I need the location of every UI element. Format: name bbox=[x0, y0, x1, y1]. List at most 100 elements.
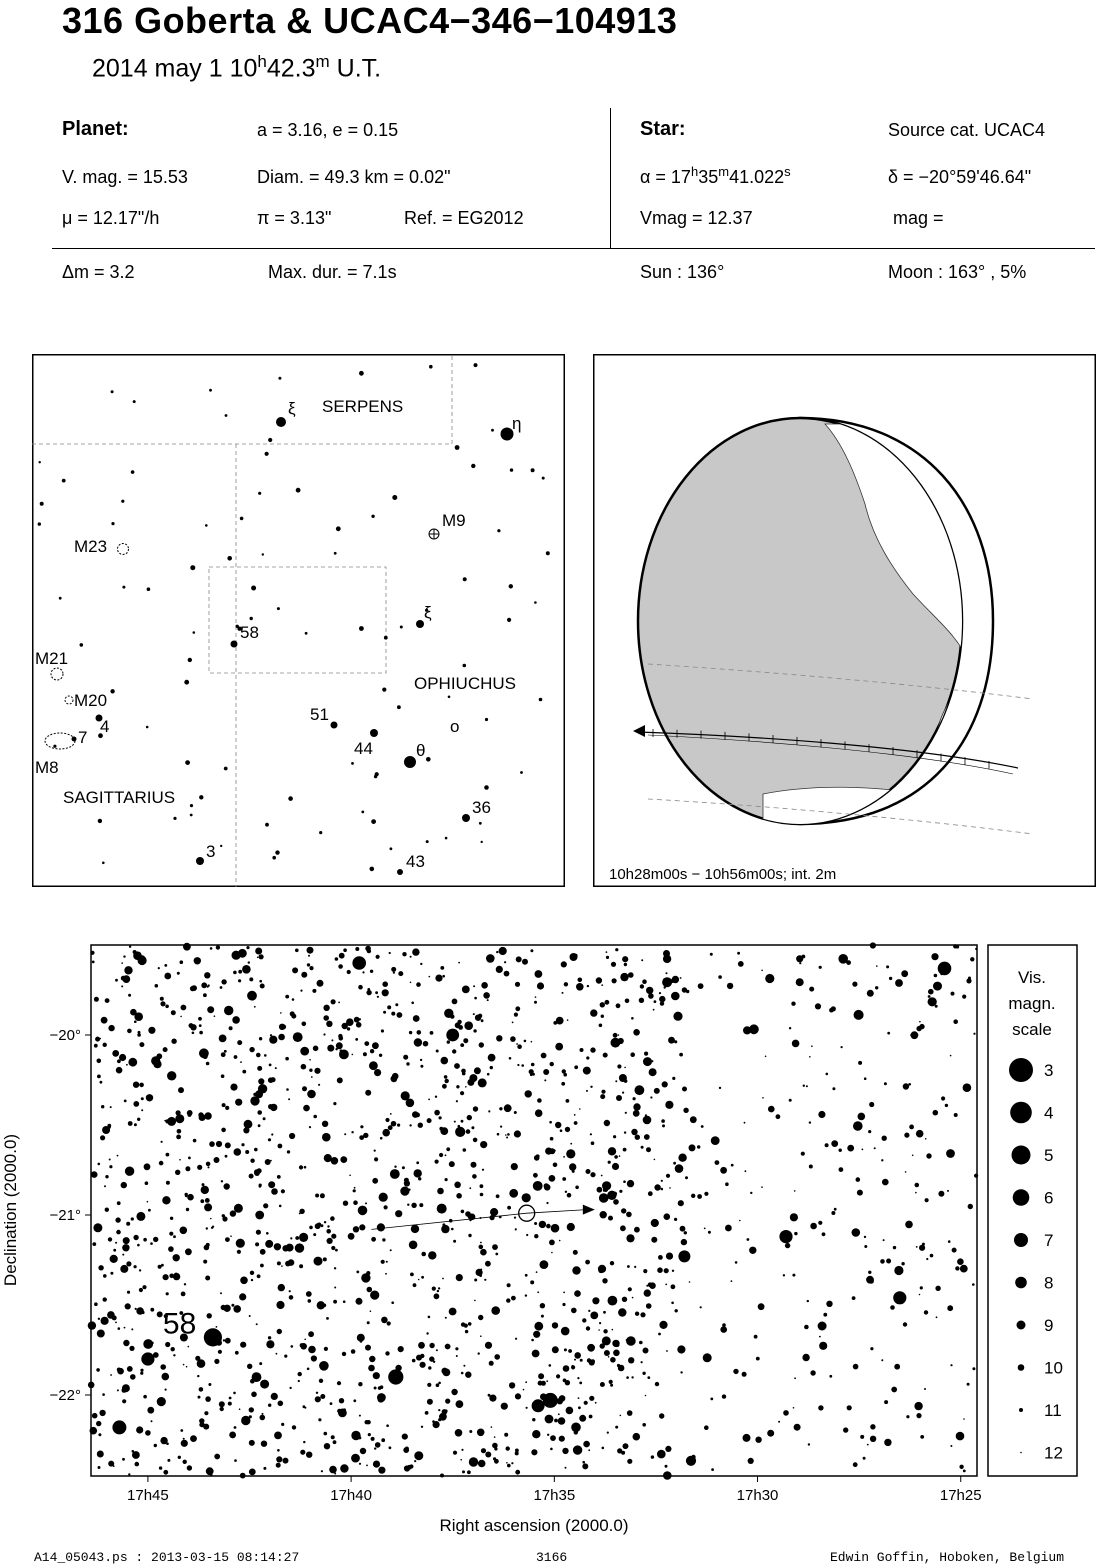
chart-star bbox=[353, 1016, 360, 1023]
chart-star bbox=[928, 988, 934, 995]
chart-star bbox=[343, 948, 347, 952]
chart-star bbox=[707, 1230, 711, 1234]
chart-star bbox=[323, 1015, 330, 1021]
chart-star bbox=[623, 1131, 627, 1134]
chart-star bbox=[123, 1339, 130, 1347]
footer-file: A14_05043.ps : 2013-03-15 08:14:27 bbox=[34, 1550, 300, 1565]
chart-star bbox=[351, 1430, 361, 1441]
chart-star bbox=[642, 979, 647, 984]
star-mag: mag = bbox=[893, 208, 944, 228]
max-duration: Max. dur. = 7.1s bbox=[268, 262, 397, 282]
chart-star bbox=[665, 1173, 671, 1178]
chart-star bbox=[113, 1248, 117, 1252]
chart-star bbox=[663, 1213, 671, 1220]
finder-field-star bbox=[58, 596, 62, 600]
chart-star bbox=[366, 1321, 370, 1325]
chart-star bbox=[224, 1142, 231, 1149]
chart-star bbox=[338, 1033, 343, 1039]
chart-star bbox=[817, 1321, 827, 1331]
chart-star bbox=[470, 1161, 477, 1168]
legend-magnitude: 11 bbox=[1044, 1401, 1062, 1420]
chart-star bbox=[590, 1009, 598, 1017]
chart-star bbox=[454, 1063, 460, 1069]
chart-star bbox=[341, 1351, 347, 1357]
chart-star bbox=[197, 1374, 200, 1378]
chart-star bbox=[910, 1031, 919, 1040]
chart-star bbox=[538, 1373, 545, 1380]
chart-star bbox=[710, 1397, 714, 1401]
chart-star bbox=[240, 1276, 248, 1285]
chart-star bbox=[199, 1423, 203, 1427]
star-chart: 58 17h45 17h40 17h35 17h30 17h25−20°−21°−22°… bbox=[1, 942, 1078, 1535]
chart-star bbox=[403, 1180, 410, 1187]
chart-star bbox=[851, 1228, 861, 1237]
chart-star bbox=[601, 1343, 603, 1346]
chart-star bbox=[115, 978, 118, 982]
y-tick-label: −21° bbox=[50, 1207, 81, 1224]
chart-star bbox=[463, 1364, 466, 1367]
chart-star bbox=[255, 1052, 261, 1058]
chart-star bbox=[400, 1091, 410, 1101]
chart-star bbox=[504, 961, 507, 964]
chart-star bbox=[915, 1191, 917, 1194]
chart-star bbox=[200, 1199, 205, 1204]
chart-star bbox=[933, 981, 942, 991]
chart-star bbox=[465, 1371, 472, 1378]
chart-star bbox=[100, 1016, 108, 1024]
chart-star bbox=[356, 1270, 360, 1274]
finder-field-star bbox=[187, 657, 192, 663]
chart-star bbox=[133, 1265, 137, 1269]
finder-field-star bbox=[399, 625, 403, 629]
chart-star bbox=[659, 1001, 665, 1006]
chart-star bbox=[442, 1083, 447, 1089]
chart-star bbox=[241, 1143, 245, 1147]
chart-star bbox=[515, 1448, 519, 1453]
chart-star bbox=[876, 965, 878, 967]
chart-star bbox=[440, 1473, 444, 1478]
chart-star bbox=[377, 1393, 386, 1402]
chart-star bbox=[833, 1207, 837, 1211]
finder-field-star bbox=[359, 370, 364, 376]
chart-star bbox=[278, 1033, 285, 1041]
chart-star bbox=[370, 1290, 380, 1300]
globe-panel: 10h28m00s − 10h56m00s; int. 2m bbox=[593, 354, 1096, 887]
chart-star bbox=[99, 1080, 103, 1084]
chart-star bbox=[333, 1299, 337, 1304]
chart-star bbox=[775, 1114, 781, 1120]
chart-star bbox=[962, 994, 967, 999]
chart-star bbox=[505, 1446, 510, 1451]
chart-star bbox=[589, 1133, 593, 1136]
chart-star bbox=[609, 1261, 615, 1266]
chart-star bbox=[718, 975, 722, 979]
chart-star bbox=[385, 1351, 390, 1356]
chart-star bbox=[182, 1437, 185, 1440]
chart-star bbox=[906, 1415, 910, 1419]
chart-star bbox=[206, 1313, 212, 1319]
chart-star bbox=[334, 957, 339, 961]
chart-star bbox=[572, 1445, 583, 1455]
chart-star bbox=[534, 996, 537, 998]
chart-star bbox=[232, 1016, 240, 1024]
chart-star bbox=[395, 1210, 403, 1218]
chart-star bbox=[559, 1129, 563, 1132]
chart-star bbox=[254, 1147, 258, 1152]
chart-star bbox=[697, 1145, 701, 1149]
finder-field-star bbox=[121, 499, 125, 503]
legend-title: Vis. bbox=[1018, 968, 1046, 987]
chart-star bbox=[631, 1376, 634, 1379]
chart-star bbox=[621, 1296, 628, 1302]
chart-star bbox=[219, 1406, 224, 1412]
chart-star bbox=[300, 1063, 307, 1070]
chart-bright-star bbox=[893, 1291, 907, 1305]
chart-star bbox=[663, 1268, 669, 1274]
chart-star bbox=[492, 1442, 498, 1449]
chart-star bbox=[644, 1114, 648, 1117]
chart-star bbox=[417, 1278, 420, 1281]
chart-star bbox=[838, 1148, 842, 1152]
chart-star bbox=[455, 1347, 459, 1351]
nebula-m20-icon bbox=[64, 695, 74, 705]
chart-star bbox=[617, 1034, 620, 1036]
chart-star bbox=[386, 1321, 391, 1326]
chart-star bbox=[496, 1035, 503, 1042]
chart-star bbox=[633, 1029, 640, 1036]
